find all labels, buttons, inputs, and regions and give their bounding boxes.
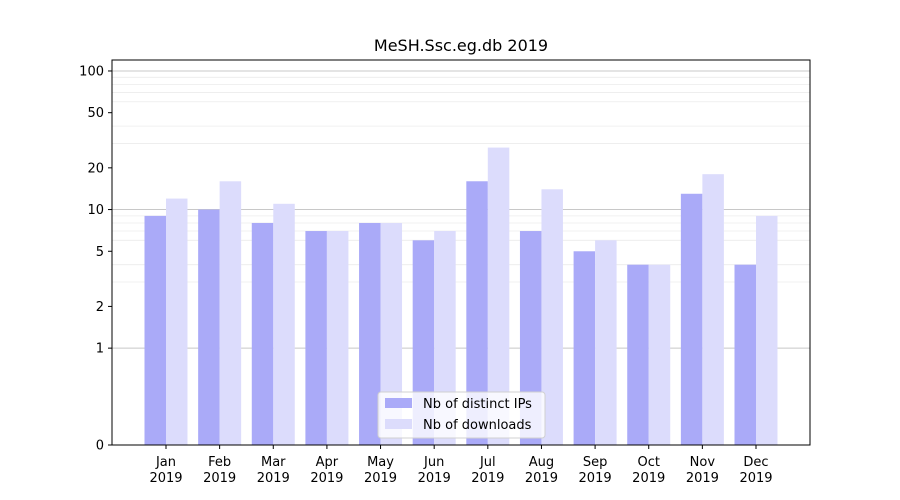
x-tick-label-year: 2019 bbox=[739, 471, 772, 486]
legend-label: Nb of downloads bbox=[423, 418, 532, 433]
bar-downloads bbox=[648, 264, 671, 445]
y-tick-label: 50 bbox=[87, 106, 104, 121]
bar-downloads bbox=[380, 222, 403, 445]
y-tick-label: 1 bbox=[96, 342, 104, 357]
bar-distinct-ips bbox=[198, 209, 220, 445]
x-tick-label-year: 2019 bbox=[579, 471, 612, 486]
bar-distinct-ips bbox=[144, 215, 166, 445]
bar-distinct-ips bbox=[251, 222, 274, 445]
bar-distinct-ips bbox=[305, 231, 327, 445]
plot-frame bbox=[111, 59, 811, 446]
bar-downloads bbox=[166, 198, 188, 445]
legend-swatch bbox=[385, 419, 412, 429]
bar-distinct-ips bbox=[680, 193, 703, 445]
legend-label: Nb of distinct IPs bbox=[423, 397, 532, 412]
x-tick-label-year: 2019 bbox=[525, 471, 558, 486]
x-tick-label-month: Jan bbox=[155, 455, 176, 470]
bar-downloads bbox=[487, 147, 510, 445]
x-tick-label-year: 2019 bbox=[471, 471, 504, 486]
x-tick-label-month: Apr bbox=[316, 455, 339, 470]
bar-downloads bbox=[273, 203, 295, 445]
x-tick-label-year: 2019 bbox=[257, 471, 290, 486]
x-tick-label-year: 2019 bbox=[686, 471, 719, 486]
legend: Nb of distinct IPs Nb of downloads bbox=[377, 391, 546, 439]
y-tick-label: 2 bbox=[96, 300, 104, 315]
x-tick-label-year: 2019 bbox=[364, 471, 397, 486]
axes: 0125102050100Jan2019Feb2019Mar2019Apr201… bbox=[79, 59, 811, 486]
chart-title: MeSH.Ssc.eg.db 2019 bbox=[374, 36, 548, 55]
legend-swatch bbox=[385, 398, 412, 408]
x-tick-label-month: May bbox=[367, 455, 394, 470]
x-tick-label-month: Dec bbox=[743, 455, 768, 470]
bar-downloads bbox=[702, 174, 724, 445]
y-tick-label: 5 bbox=[96, 245, 104, 260]
bar-downloads bbox=[756, 215, 778, 445]
y-tick-label: 0 bbox=[96, 439, 104, 454]
x-tick-label-month: Jun bbox=[423, 455, 444, 470]
bar-distinct-ips bbox=[359, 222, 381, 445]
x-tick-label-month: Feb bbox=[208, 455, 231, 470]
x-tick-label-year: 2019 bbox=[632, 471, 665, 486]
bar-distinct-ips bbox=[734, 264, 756, 445]
bar-downloads bbox=[541, 189, 563, 445]
x-tick-label-month: Nov bbox=[690, 455, 716, 470]
x-tick-label-year: 2019 bbox=[310, 471, 343, 486]
x-tick-label-month: Oct bbox=[637, 455, 659, 470]
y-tick-label: 20 bbox=[87, 161, 104, 176]
x-tick-label-year: 2019 bbox=[418, 471, 451, 486]
bars bbox=[144, 147, 778, 445]
y-tick-label: 100 bbox=[79, 64, 104, 79]
bar-downloads bbox=[595, 240, 617, 445]
x-tick-label-month: Aug bbox=[529, 455, 554, 470]
x-tick-label-month: Sep bbox=[583, 455, 608, 470]
bar-downloads bbox=[219, 181, 242, 445]
bar-distinct-ips bbox=[466, 181, 488, 445]
bar-distinct-ips bbox=[573, 251, 596, 445]
x-tick-label-month: Jul bbox=[479, 455, 496, 470]
x-tick-label-year: 2019 bbox=[149, 471, 182, 486]
bar-distinct-ips bbox=[627, 264, 649, 445]
legend-box bbox=[377, 391, 546, 439]
bar-downloads bbox=[326, 231, 349, 445]
y-tick-label: 10 bbox=[87, 203, 104, 218]
x-tick-label-year: 2019 bbox=[203, 471, 236, 486]
x-tick-label-month: Mar bbox=[261, 455, 286, 470]
